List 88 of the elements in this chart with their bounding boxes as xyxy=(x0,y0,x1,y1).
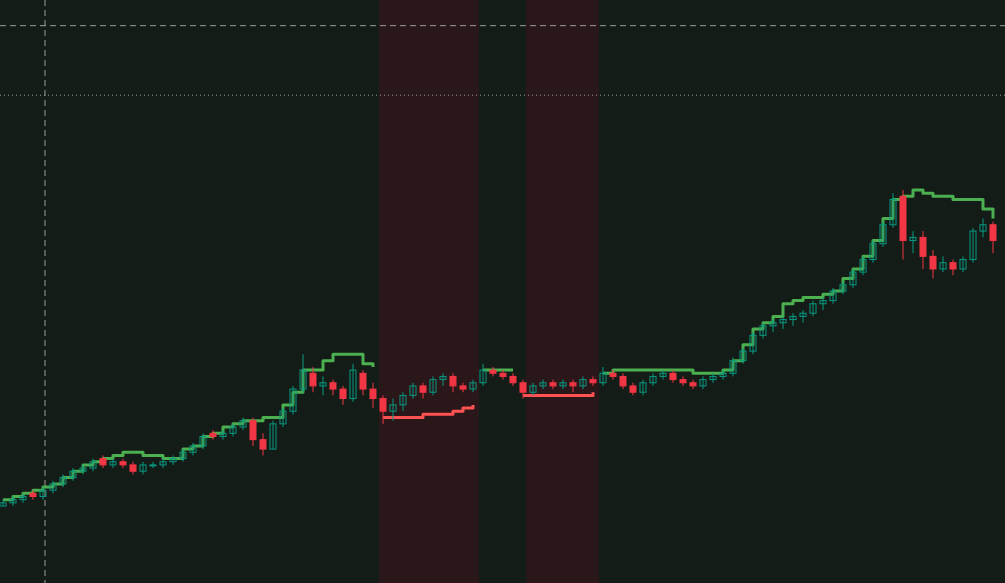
candlestick xyxy=(439,372,447,387)
candlestick xyxy=(669,369,677,384)
candlestick xyxy=(29,489,37,501)
candlestick xyxy=(69,467,77,482)
candlestick xyxy=(699,375,707,390)
candlestick xyxy=(229,423,237,437)
candlestick xyxy=(819,296,827,311)
candlestick xyxy=(839,281,847,295)
candlestick xyxy=(279,407,287,428)
candlestick xyxy=(769,319,777,333)
candlestick xyxy=(409,382,417,400)
candlestick xyxy=(729,356,737,377)
candlestick xyxy=(169,454,177,466)
candlestick xyxy=(519,379,527,400)
candlestick xyxy=(989,221,997,254)
candlestick xyxy=(709,372,717,384)
candlestick xyxy=(969,227,977,264)
candlestick xyxy=(159,458,167,469)
candlestick xyxy=(589,375,597,387)
candlestick xyxy=(289,385,297,415)
candlestick xyxy=(579,375,587,390)
candlestick xyxy=(419,382,427,400)
candlestick xyxy=(79,464,87,475)
candlestick xyxy=(559,379,567,390)
candlestick xyxy=(449,372,457,393)
candlestick xyxy=(359,369,367,396)
candlestick xyxy=(539,379,547,390)
candlestick xyxy=(979,217,987,238)
candlestick xyxy=(939,255,947,273)
candlestick xyxy=(429,375,437,396)
candlestick xyxy=(649,372,657,387)
candlestick xyxy=(9,496,17,507)
candlestick xyxy=(919,230,927,270)
candlestick xyxy=(0,499,7,507)
candlestick xyxy=(39,486,47,501)
candlestick xyxy=(569,379,577,393)
candlestick xyxy=(639,379,647,396)
candlestick xyxy=(789,312,797,327)
candlestick xyxy=(799,309,807,324)
candlestick xyxy=(879,221,887,248)
candlestick xyxy=(469,379,477,393)
candlestick xyxy=(399,391,407,412)
candlestick xyxy=(59,473,67,488)
candlestick xyxy=(199,432,207,450)
candlestick xyxy=(109,458,117,469)
candlestick xyxy=(89,458,97,472)
candlestick xyxy=(209,429,217,441)
candlestick xyxy=(389,398,397,422)
candlestick xyxy=(739,347,747,365)
candlestick xyxy=(309,366,317,393)
candlestick xyxy=(319,375,327,396)
candlestick xyxy=(909,230,917,254)
candlestick xyxy=(889,192,897,229)
candlestick xyxy=(499,369,507,381)
candlestick xyxy=(349,363,357,403)
candlestick xyxy=(749,331,757,355)
candlestick xyxy=(249,417,257,447)
candlestick xyxy=(779,315,787,330)
candlestick xyxy=(599,366,607,387)
candlestick xyxy=(759,322,767,340)
candlestick xyxy=(239,417,247,431)
candlestick xyxy=(719,369,727,381)
candlestick xyxy=(299,353,307,393)
candlestick xyxy=(959,255,967,273)
candlestick xyxy=(609,369,617,381)
candlestick xyxy=(219,429,227,441)
candlestick xyxy=(19,492,27,504)
candlestick xyxy=(849,268,857,289)
candlestick xyxy=(929,249,937,279)
candlestick xyxy=(339,385,347,406)
candlestick xyxy=(259,432,267,456)
candlestick xyxy=(809,300,817,317)
candlestick xyxy=(49,480,57,494)
candlestick xyxy=(659,369,667,381)
candlestick xyxy=(869,240,877,264)
candlestick xyxy=(859,255,867,276)
candlestick xyxy=(829,287,837,305)
candlestick xyxy=(379,394,387,425)
candlestick xyxy=(269,420,277,450)
candlestick xyxy=(139,461,147,475)
candlestick xyxy=(369,382,377,409)
candlestick xyxy=(479,363,487,387)
candlestick xyxy=(509,372,517,387)
candlestick xyxy=(529,382,537,396)
candlestick xyxy=(189,442,197,456)
candlestick xyxy=(149,461,157,469)
candlestick xyxy=(679,375,687,387)
candlestick xyxy=(179,448,187,463)
